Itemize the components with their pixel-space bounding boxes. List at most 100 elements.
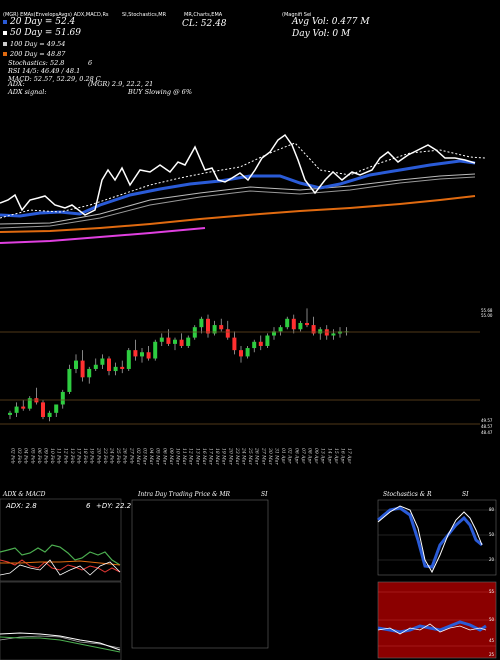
intraday-title: Intra Day Trading Price & MR — [138, 491, 231, 498]
candle-body — [225, 329, 230, 338]
stoch-si: SI — [462, 491, 469, 498]
ema100-label: 100 Day = 49.54 — [10, 40, 66, 48]
stoch-k-line — [377, 506, 483, 569]
date-tick-label: 19 Feb — [89, 448, 95, 464]
rsi-tick-45: 45 — [489, 638, 495, 643]
rsi-tick-25: 25 — [489, 652, 495, 657]
date-tick-label: 30 Mar — [267, 448, 273, 465]
adx-macd-title: ADX & MACD — [3, 491, 46, 498]
candle-body — [41, 402, 45, 418]
candle-body — [199, 318, 204, 328]
date-tick-label: 03 Mar — [142, 448, 148, 465]
stoch-tick-20: 20 — [489, 557, 495, 562]
date-tick-label: 24 Feb — [109, 447, 115, 464]
date-tick-label: 16 Mar — [201, 448, 207, 465]
avg-volume: Avg Vol: 0.477 M — [292, 17, 370, 27]
stoch-tick-50: 50 — [489, 532, 495, 537]
date-tick-label: 23 Feb — [102, 447, 108, 464]
adx-white-line — [0, 559, 121, 576]
ema100-swatch — [3, 42, 7, 46]
candle-body — [278, 327, 283, 332]
candle-body — [126, 350, 131, 369]
candle-body — [212, 325, 217, 334]
adx-signal: BUY Slowing @ 6% — [128, 88, 192, 96]
price-label-4: 48.57 — [481, 424, 493, 429]
adx-value: ADX: 2.8 — [6, 502, 37, 510]
candle-body — [80, 360, 85, 378]
ticker-strip: (MGR) EMAs(EnvelopsAvgs) ADX,MACD,Rs — [3, 12, 109, 18]
date-tick-label: 20 Mar — [227, 447, 233, 465]
candle-body — [113, 366, 118, 372]
candle-body — [252, 341, 257, 349]
candle-body — [14, 406, 19, 413]
rsi-line — [377, 620, 487, 634]
adx-plus-line — [0, 544, 121, 566]
ema50-swatch — [3, 31, 7, 35]
candle-body — [146, 352, 151, 359]
candle-body — [93, 364, 98, 369]
candle-body — [87, 368, 92, 378]
ema200-swatch — [3, 52, 7, 56]
date-tick-label: 14 Apr — [326, 448, 332, 464]
stochastics-value: Stochastics: 52.8 — [8, 59, 65, 67]
candle-body — [74, 360, 78, 369]
date-tick-label: 26 Mar — [254, 447, 260, 465]
date-tick-label: 11 Feb — [56, 448, 62, 464]
date-tick-label: 23 Mar — [234, 447, 240, 465]
candle-body — [100, 358, 105, 365]
date-tick-label: 02 Apr — [287, 448, 293, 464]
price-label-3: 49.57 — [481, 418, 493, 423]
adx-minus-line — [0, 559, 121, 573]
date-tick-label: 13 Apr — [320, 448, 326, 464]
date-tick-label: 01 Apr — [280, 448, 286, 464]
adx-dminus: +DY: 22.2 — [96, 502, 132, 510]
candle-body — [206, 318, 210, 334]
stochastics-extra: 6 — [88, 59, 93, 67]
rsi-value: RSI 14/5: 46.49 / 48.1 — [8, 67, 81, 75]
date-tick-label: 10 Mar — [175, 448, 181, 465]
close-price: CL: 52.48 — [182, 19, 227, 29]
macd-panel — [0, 581, 122, 660]
adx-label: ADX: — [8, 80, 25, 88]
tab-mr[interactable]: MR,Charts,EMA — [184, 12, 223, 18]
date-tick-label: 13 Mar — [194, 448, 200, 465]
candle-body — [8, 412, 12, 415]
ema20-swatch — [3, 20, 7, 24]
ema50-label: 50 Day = 51.69 — [10, 28, 82, 38]
candle-body — [166, 337, 171, 344]
date-tick-label: 17 Mar — [208, 448, 214, 465]
date-tick-label: 08 Apr — [307, 448, 313, 464]
close-line — [0, 133, 476, 216]
candle-body — [272, 331, 276, 336]
macd-signal-line — [0, 635, 121, 649]
date-tick-label: 17 Feb — [76, 448, 82, 464]
candle-body — [291, 318, 296, 330]
ema200-line — [0, 195, 476, 233]
date-tick-label: 17 Apr — [346, 448, 352, 464]
candle-body — [173, 339, 177, 344]
macd-line — [0, 632, 121, 651]
candle-body — [133, 350, 138, 357]
ema200-label: 200 Day = 48.87 — [10, 50, 66, 58]
candle-body — [47, 412, 52, 418]
date-tick-label: 19 Mar — [221, 448, 227, 465]
candle-body — [54, 404, 59, 413]
ema100-line — [0, 173, 476, 225]
date-tick-label: 25 Mar — [247, 447, 253, 465]
date-tick-label: 06 Mar — [161, 448, 167, 465]
candle-body — [21, 406, 26, 409]
candle-body — [186, 337, 191, 346]
candle-body — [239, 350, 243, 357]
adx-line: (MGR) 2.9, 22.2, 21 — [88, 80, 154, 88]
candle-body — [305, 322, 309, 326]
rsi-signal-line — [377, 623, 487, 635]
date-tick-label: 09 Feb — [43, 448, 49, 464]
tab-stochastics[interactable]: SI,Stochastics,MR — [122, 12, 167, 18]
date-tick-label: 12 Mar — [188, 448, 194, 465]
day-volume: Day Vol: 0 M — [292, 29, 351, 39]
date-tick-label: 15 Apr — [333, 448, 339, 464]
stoch-tick-80: 80 — [489, 507, 495, 512]
ema20-line — [0, 159, 476, 218]
candle-body — [219, 325, 224, 330]
